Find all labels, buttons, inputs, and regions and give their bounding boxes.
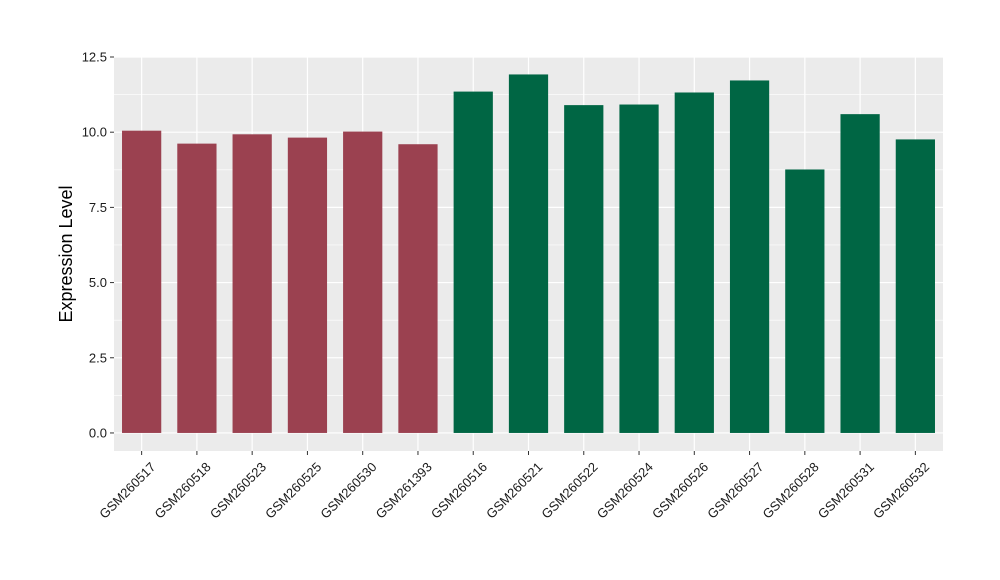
y-tick-label: 7.5 xyxy=(89,200,107,215)
bar-gsm260530 xyxy=(343,131,383,433)
y-axis-title: Expression Level xyxy=(56,185,76,322)
y-tick-label: 0.0 xyxy=(89,425,107,440)
bar-gsm261393 xyxy=(398,144,438,433)
bar-gsm260527 xyxy=(729,80,770,433)
y-tick-label: 10.0 xyxy=(82,125,107,140)
x-tick-label: GSM260531 xyxy=(815,459,877,521)
x-tick-label: GSM260524 xyxy=(594,459,656,521)
y-tick-label: 5.0 xyxy=(89,275,107,290)
x-tick-label: GSM260523 xyxy=(207,459,269,521)
bar-gsm260521 xyxy=(508,74,549,433)
bar-gsm260528 xyxy=(785,169,825,433)
x-tick-label: GSM260517 xyxy=(96,459,158,521)
bar-gsm260524 xyxy=(619,104,659,433)
x-tick-label: GSM260521 xyxy=(483,459,545,521)
x-tick-label: GSM260530 xyxy=(317,459,379,521)
bar-gsm260523 xyxy=(232,134,272,433)
x-tick-label: GSM260516 xyxy=(428,459,490,521)
x-tick-label: GSM260518 xyxy=(152,459,214,521)
x-tick-label: GSM261393 xyxy=(373,459,435,521)
bar-gsm260525 xyxy=(287,137,328,433)
bar-gsm260522 xyxy=(564,105,604,433)
y-tick-label: 12.5 xyxy=(82,50,107,65)
x-tick-label: GSM260525 xyxy=(262,459,324,521)
x-tick-label: GSM260527 xyxy=(704,459,766,521)
bar-gsm260532 xyxy=(895,139,935,433)
bar-gsm260517 xyxy=(122,130,162,433)
bar-gsm260526 xyxy=(674,92,714,433)
y-axis: 0.0 2.5 5.0 7.5 10.0 12.5 xyxy=(82,50,114,440)
bar-gsm260531 xyxy=(840,114,880,433)
y-tick-label: 2.5 xyxy=(89,350,107,365)
bar-gsm260516 xyxy=(453,91,493,433)
bar-gsm260518 xyxy=(177,143,217,433)
bars xyxy=(122,74,935,433)
x-axis: GSM260517GSM260518GSM260523GSM260525GSM2… xyxy=(96,451,932,522)
x-tick-label: GSM260532 xyxy=(870,459,932,521)
x-tick-label: GSM260526 xyxy=(649,459,711,521)
x-tick-label: GSM260528 xyxy=(760,459,822,521)
x-tick-label: GSM260522 xyxy=(538,459,600,521)
